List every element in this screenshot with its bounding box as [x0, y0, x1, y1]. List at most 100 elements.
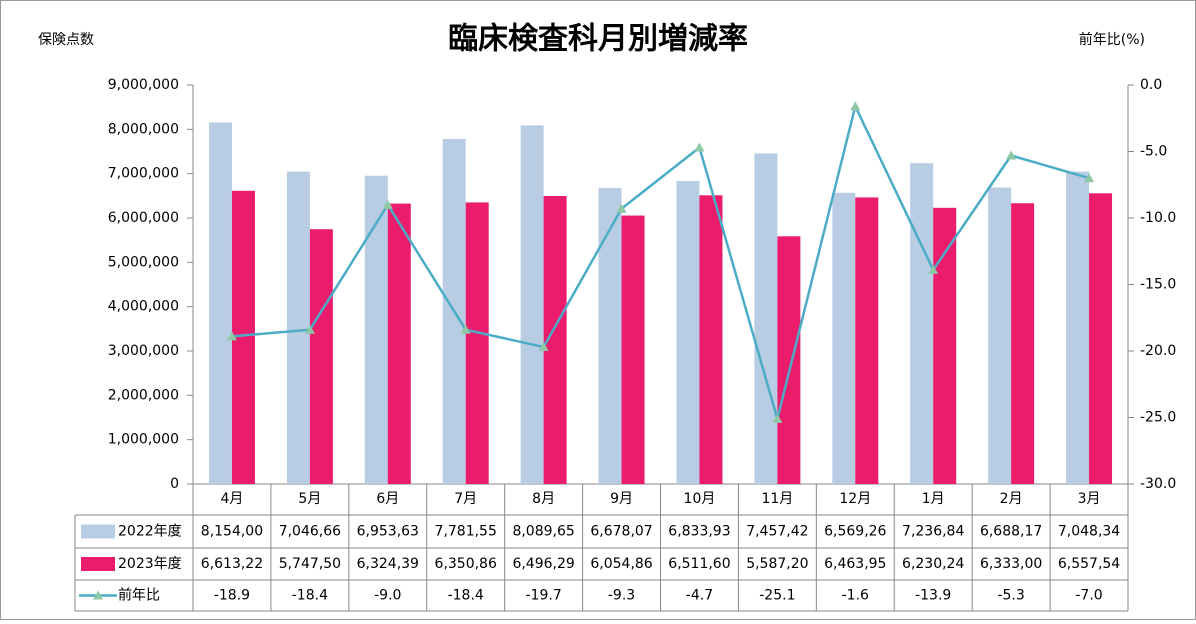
- line-marker: [1084, 173, 1095, 183]
- table-cell: -13.9: [915, 588, 951, 604]
- x-tick-label: 6月: [376, 491, 399, 507]
- x-tick-label: 5月: [298, 491, 321, 507]
- y-tick-label: 1,000,000: [108, 432, 179, 448]
- bar: [1066, 171, 1090, 484]
- table-cell: 6,613,22: [201, 556, 263, 572]
- table-cell: 6,511,60: [668, 556, 730, 572]
- table-cell: 5,747,50: [279, 556, 341, 572]
- y2-tick-label: -10.0: [1140, 210, 1176, 226]
- chart-title: 臨床検査科月別増減率: [448, 22, 748, 57]
- table-cell: 7,781,55: [435, 524, 497, 540]
- table-cell: 6,678,07: [590, 524, 652, 540]
- x-tick-label: 11月: [761, 491, 793, 507]
- line-marker: [850, 101, 861, 111]
- bar: [832, 192, 856, 484]
- y2-tick-label: -20.0: [1140, 343, 1176, 359]
- bar: [1089, 193, 1113, 484]
- y2-tick-label: -25.0: [1140, 410, 1176, 426]
- bar: [364, 175, 388, 484]
- bar: [699, 195, 723, 484]
- y-tick-label: 0: [170, 476, 179, 492]
- line-marker: [460, 324, 471, 334]
- table-cell: 6,569,26: [824, 524, 886, 540]
- line-marker: [382, 199, 393, 209]
- legend-label: 2023年度: [118, 556, 182, 572]
- table-cell: 6,324,39: [357, 556, 419, 572]
- y2-tick-label: -30.0: [1140, 476, 1176, 492]
- bar: [465, 202, 489, 485]
- legend-label: 2022年度: [118, 524, 182, 540]
- table-cell: -18.4: [292, 588, 328, 604]
- table-cell: 6,054,86: [590, 556, 652, 572]
- bar: [231, 190, 255, 485]
- bar: [910, 163, 934, 485]
- table-cell: 6,463,95: [824, 556, 886, 572]
- table-cell: 7,046,66: [279, 524, 341, 540]
- table-cell: 8,154,00: [201, 524, 263, 540]
- line-marker: [928, 264, 939, 274]
- table-cell: 6,496,29: [512, 556, 574, 572]
- bar: [520, 125, 544, 484]
- table-cell: -18.4: [448, 588, 484, 604]
- bar: [286, 171, 310, 484]
- line: [231, 102, 1090, 424]
- bar: [754, 153, 778, 485]
- table-cell: 8,089,65: [512, 524, 574, 540]
- y-tick-label: 9,000,000: [108, 77, 179, 93]
- legend-label: 前年比: [118, 587, 160, 604]
- x-tick-label: 2月: [1000, 491, 1023, 507]
- line-marker: [304, 324, 315, 334]
- table-cell: 7,048,34: [1058, 524, 1120, 540]
- bar: [676, 181, 700, 484]
- bar: [933, 207, 957, 484]
- legend-swatch: [81, 524, 115, 539]
- table-cell: -9.3: [608, 588, 635, 604]
- y-tick-label: 7,000,000: [108, 166, 179, 182]
- table-cell: -9.0: [374, 588, 401, 604]
- table-cell: 6,333,00: [980, 556, 1042, 572]
- line-marker: [694, 142, 705, 152]
- legend-swatch: [81, 557, 115, 571]
- x-tick-label: 9月: [610, 491, 633, 507]
- table-cell: -7.0: [1075, 588, 1102, 604]
- y-tick-label: 5,000,000: [108, 254, 179, 270]
- y-tick-label: 4,000,000: [108, 299, 179, 315]
- bar: [777, 236, 801, 484]
- bar: [621, 215, 645, 484]
- table-cell: 7,457,42: [746, 524, 808, 540]
- legend-marker: [93, 590, 103, 600]
- table-cell: 6,557,54: [1058, 556, 1120, 572]
- x-tick-label: 1月: [922, 491, 945, 507]
- table-cell: -1.6: [842, 588, 869, 604]
- table-cell: -5.3: [997, 588, 1024, 604]
- table-cell: -18.9: [214, 588, 250, 604]
- line-marker: [1006, 150, 1017, 160]
- bar: [543, 195, 567, 484]
- table-cell: 5,587,20: [746, 556, 808, 572]
- bar: [309, 229, 333, 484]
- bar: [387, 203, 411, 484]
- bar: [1011, 203, 1035, 484]
- x-tick-label: 4月: [220, 491, 243, 507]
- line-marker: [772, 413, 783, 423]
- table-cell: 7,236,84: [902, 524, 964, 540]
- y-tick-label: 2,000,000: [108, 387, 179, 403]
- y-axis-label: 保険点数: [38, 32, 94, 48]
- y-tick-label: 6,000,000: [108, 210, 179, 226]
- bar: [208, 122, 232, 485]
- y-tick-label: 3,000,000: [108, 343, 179, 359]
- x-tick-label: 7月: [454, 491, 477, 507]
- line-marker: [616, 203, 627, 213]
- bar: [988, 187, 1012, 484]
- x-tick-label: 3月: [1078, 491, 1101, 507]
- y2-tick-label: -5.0: [1140, 144, 1167, 160]
- y2-axis-label: 前年比(%): [1079, 31, 1145, 48]
- table-cell: 6,350,86: [435, 556, 497, 572]
- table-cell: 6,833,93: [668, 524, 730, 540]
- x-tick-label: 12月: [839, 491, 871, 507]
- line-marker: [538, 342, 549, 352]
- table-cell: 6,230,24: [902, 556, 964, 572]
- bar: [855, 197, 879, 484]
- table-cell: -4.7: [686, 588, 713, 604]
